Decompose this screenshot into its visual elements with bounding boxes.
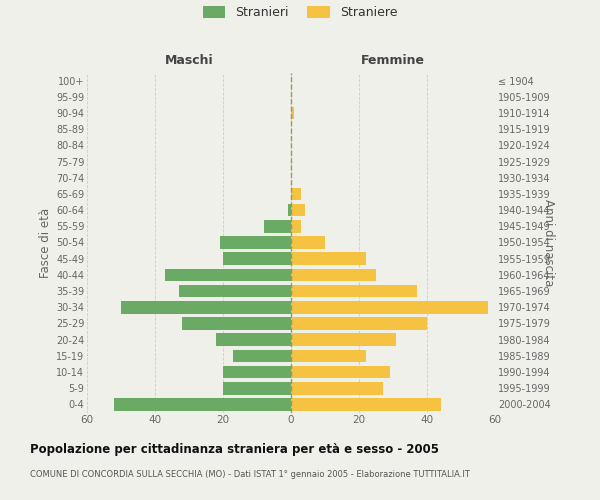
Bar (291, 301, 488, 314)
Bar (223, 252, 291, 265)
Bar (220, 236, 291, 249)
Bar (291, 268, 376, 281)
Bar (223, 382, 291, 394)
Bar (179, 285, 291, 298)
Bar (165, 268, 291, 281)
Text: Femmine: Femmine (361, 54, 425, 68)
Legend: Stranieri, Straniere: Stranieri, Straniere (203, 6, 397, 19)
Bar (291, 204, 305, 216)
Text: COMUNE DI CONCORDIA SULLA SECCHIA (MO) - Dati ISTAT 1° gennaio 2005 - Elaborazio: COMUNE DI CONCORDIA SULLA SECCHIA (MO) -… (30, 470, 470, 479)
Bar (291, 398, 440, 410)
Bar (291, 106, 295, 120)
Bar (291, 220, 301, 232)
Text: Maschi: Maschi (164, 54, 214, 68)
Bar (291, 317, 427, 330)
Bar (121, 301, 291, 314)
Bar (291, 252, 366, 265)
Bar (114, 398, 291, 410)
Bar (291, 334, 397, 346)
Bar (291, 350, 366, 362)
Bar (216, 334, 291, 346)
Bar (291, 285, 417, 298)
Bar (233, 350, 291, 362)
Bar (291, 366, 389, 378)
Bar (291, 188, 301, 200)
Text: Popolazione per cittadinanza straniera per età e sesso - 2005: Popolazione per cittadinanza straniera p… (30, 442, 439, 456)
Y-axis label: Fasce di età: Fasce di età (38, 208, 52, 278)
Bar (291, 236, 325, 249)
Y-axis label: Anni di nascita: Anni di nascita (542, 199, 555, 286)
Bar (182, 317, 291, 330)
Bar (291, 382, 383, 394)
Bar (287, 204, 291, 216)
Bar (223, 366, 291, 378)
Bar (264, 220, 291, 232)
